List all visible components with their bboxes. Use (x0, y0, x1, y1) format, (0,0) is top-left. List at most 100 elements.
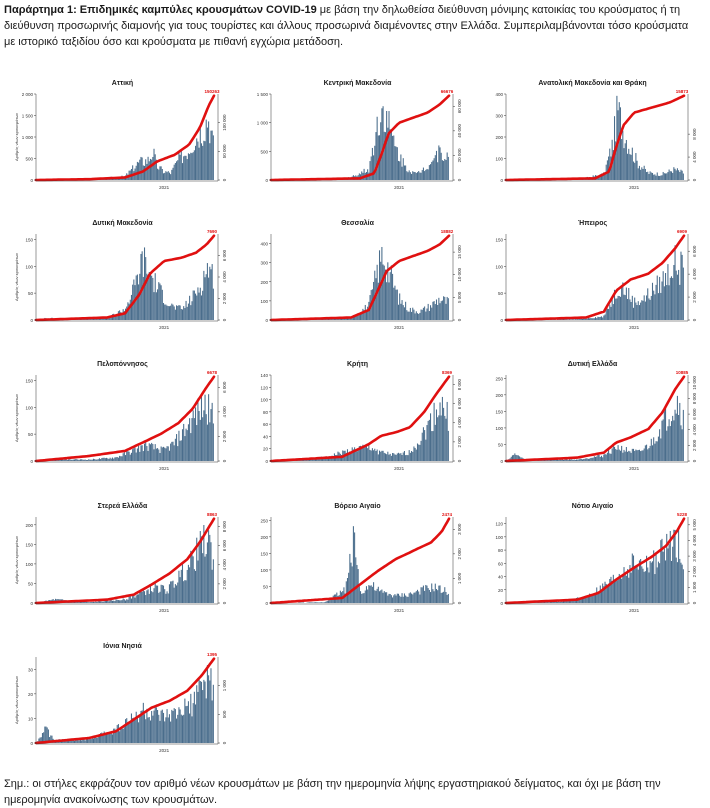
daily-cases-bar (400, 453, 402, 461)
daily-cases-bar (446, 401, 448, 461)
y-tick-label: 0 (30, 318, 33, 323)
daily-cases-bar (195, 145, 197, 180)
daily-cases-bar (95, 459, 97, 461)
daily-cases-bar (669, 531, 671, 603)
daily-cases-bar (408, 170, 410, 180)
y2-tick-label: 2 000 (222, 578, 227, 590)
daily-cases-bar (190, 152, 192, 180)
daily-cases-bar (210, 668, 212, 743)
daily-cases-bar (171, 169, 173, 180)
daily-cases-bar (399, 293, 401, 320)
y2-tick-label: 2 000 (692, 566, 697, 578)
daily-cases-bar (316, 602, 318, 603)
daily-cases-bar (120, 600, 122, 603)
daily-cases-bar (352, 526, 354, 603)
daily-cases-bar (122, 728, 124, 743)
daily-cases-bar (585, 458, 587, 461)
daily-cases-bar (211, 130, 213, 180)
daily-cases-bar (640, 302, 642, 320)
daily-cases-bar (669, 426, 671, 461)
daily-cases-bar (663, 411, 665, 461)
daily-cases-bar (104, 458, 106, 461)
daily-cases-bar (361, 312, 363, 320)
daily-cases-bar (389, 129, 391, 180)
daily-cases-bar (418, 444, 420, 461)
daily-cases-bar (140, 156, 142, 180)
daily-cases-bar (113, 458, 115, 461)
daily-cases-bar (592, 593, 594, 603)
daily-cases-bar (439, 303, 441, 320)
daily-cases-bar (428, 311, 430, 320)
y2-tick-label: 8 000 (692, 392, 697, 404)
y-tick-label: 0 (30, 459, 33, 464)
daily-cases-bar (109, 599, 111, 603)
cumulative-cases-line (504, 94, 686, 182)
daily-cases-bar (629, 565, 631, 603)
daily-cases-bar (107, 600, 109, 603)
daily-cases-bar (151, 711, 153, 743)
daily-cases-bar (199, 419, 201, 461)
y-tick-label: 100 (495, 157, 503, 162)
daily-cases-bar (152, 715, 154, 743)
epidemic-curve-chart: Δυτική Μακεδονία 0 50 100 150 0 2 000 4 000 6 00… (10, 220, 235, 348)
daily-cases-bar (168, 306, 170, 320)
daily-cases-bar (641, 566, 643, 603)
daily-cases-bar (657, 561, 659, 603)
daily-cases-bar (564, 459, 566, 461)
daily-cases-bar (604, 172, 606, 180)
daily-cases-bar (160, 446, 162, 461)
daily-cases-bar (670, 560, 673, 603)
daily-cases-bar (428, 165, 430, 180)
y-tick-label: 0 (500, 459, 503, 464)
daily-cases-bar (171, 581, 173, 603)
daily-cases-bar (616, 449, 618, 461)
daily-cases-bar (425, 584, 427, 603)
daily-cases-bar (418, 171, 420, 180)
daily-cases-bar (557, 602, 559, 603)
daily-cases-bar (177, 446, 179, 461)
daily-cases-bar (604, 581, 606, 603)
daily-cases-bar (136, 161, 138, 180)
daily-cases-bar (212, 423, 214, 461)
daily-cases-bar (615, 448, 617, 461)
daily-cases-bar (187, 564, 189, 603)
y2-tick-label: 0 (222, 741, 227, 744)
chart-svg: 0 50 100 150 200 250 0 1 000 2 000 3 000 2021 2474 (260, 512, 462, 613)
chart-svg: 0 50 100 150 200 250 0 2 000 4 000 6 000 8 000 10 0… (495, 370, 697, 471)
daily-cases-bar (412, 594, 414, 603)
chart-title: Ήπειρος (577, 220, 608, 227)
daily-cases-bar (565, 459, 567, 461)
y-tick-label: 500 (260, 149, 268, 154)
daily-cases-bar (651, 561, 654, 603)
daily-cases-bar (418, 313, 420, 320)
daily-cases-bar (682, 173, 684, 180)
daily-cases-bar (170, 174, 172, 180)
daily-cases-bar (191, 153, 193, 180)
daily-cases-bar (329, 600, 331, 603)
daily-cases-bar (211, 264, 213, 320)
daily-cases-bar (323, 457, 325, 461)
daily-cases-bar (65, 459, 67, 461)
daily-cases-bar (349, 553, 351, 603)
daily-cases-bar (138, 284, 140, 320)
daily-cases-bar (401, 455, 403, 461)
daily-cases-bar (189, 295, 191, 320)
daily-cases-bar (621, 287, 623, 320)
y2-tick-label: 2 000 (692, 291, 697, 303)
daily-cases-bar (210, 409, 212, 461)
daily-cases-bar (624, 295, 626, 320)
daily-cases-bar (675, 413, 677, 461)
y-axis-label: Αριθμός νέων κρουσμάτων (14, 253, 19, 301)
y-axis-label: Αριθμός νέων κρουσμάτων (14, 676, 19, 724)
daily-cases-bar (147, 275, 149, 320)
daily-cases-bar (82, 601, 84, 603)
daily-cases-bar (143, 714, 146, 743)
daily-cases-bar (199, 127, 201, 180)
daily-cases-bar (206, 424, 208, 461)
daily-cases-bar (387, 262, 389, 320)
daily-cases-bar (173, 445, 175, 461)
daily-cases-bar (325, 601, 327, 603)
daily-cases-bar (114, 457, 116, 461)
daily-cases-bar (170, 443, 172, 461)
daily-cases-bar (43, 732, 45, 743)
